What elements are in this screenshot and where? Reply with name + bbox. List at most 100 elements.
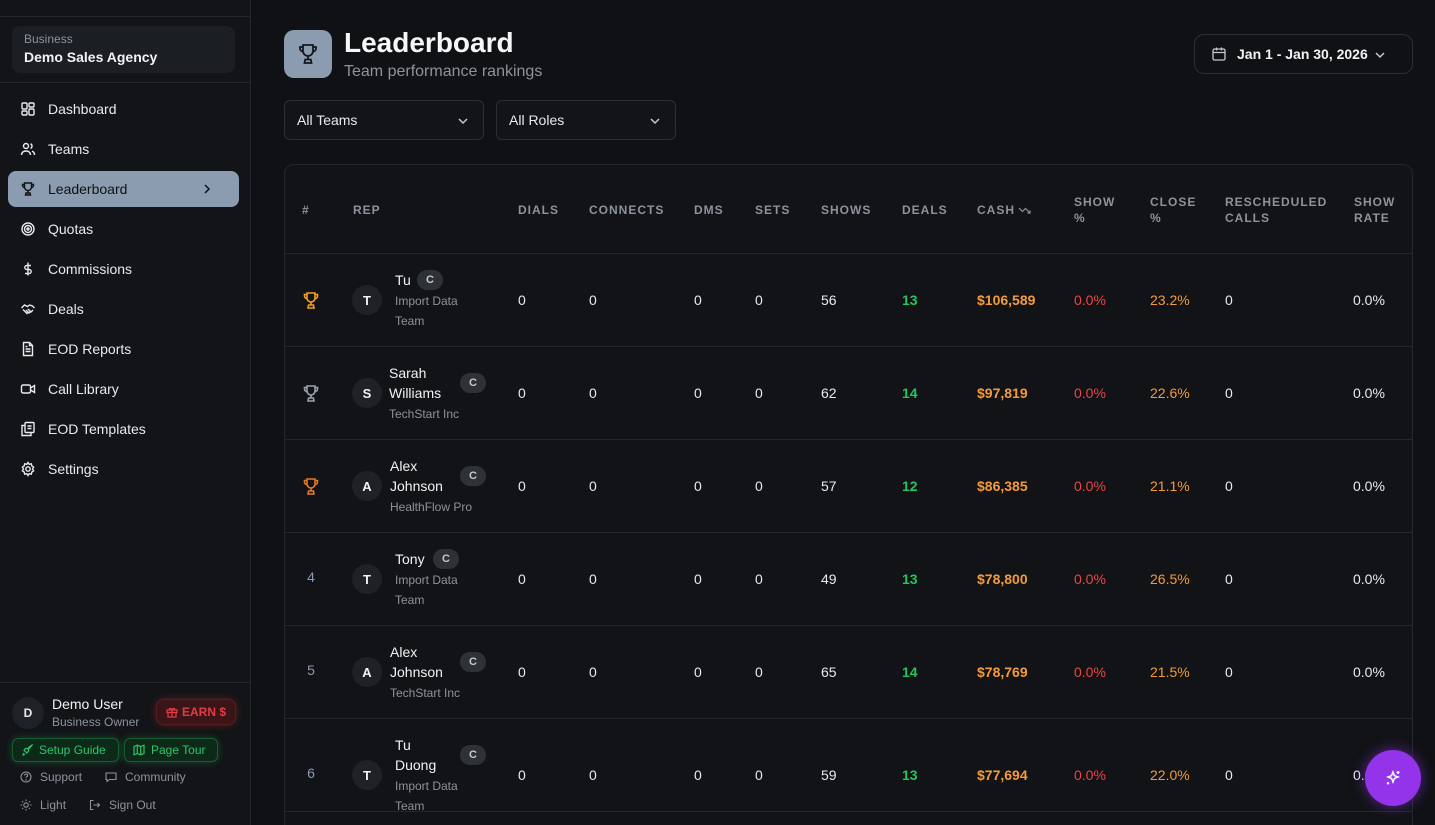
rep-name[interactable]: Alex xyxy=(390,458,418,474)
rep-team: Import Data xyxy=(395,294,458,308)
page-tour-label: Page Tour xyxy=(151,743,206,757)
cash-value: $78,800 xyxy=(977,571,1028,587)
sidebar-item-settings[interactable]: Settings xyxy=(8,451,239,487)
business-switcher[interactable]: Business Demo Sales Agency xyxy=(12,26,235,73)
col-dms[interactable]: DMS xyxy=(694,203,724,217)
sidebar-item-commissions[interactable]: Commissions xyxy=(8,251,239,287)
support-link[interactable]: Support xyxy=(20,770,82,784)
deals-value: 14 xyxy=(902,385,918,401)
setup-guide-label: Setup Guide xyxy=(39,743,106,757)
rep-name-line2[interactable]: Johnson xyxy=(390,478,443,494)
sidebar-item-call-library[interactable]: Call Library xyxy=(8,371,239,407)
col-shows[interactable]: SHOWS xyxy=(821,203,872,217)
date-range-picker[interactable]: Jan 1 - Jan 30, 2026 xyxy=(1194,34,1413,74)
video-icon xyxy=(20,384,36,394)
role-filter-select[interactable]: All Roles xyxy=(496,100,676,140)
sidebar-item-quotas[interactable]: Quotas xyxy=(8,211,239,247)
show-rate-value: 0.0% xyxy=(1353,664,1385,680)
connects-value: 0 xyxy=(589,385,597,401)
col-sets[interactable]: SETS xyxy=(755,203,791,217)
rep-team: Team xyxy=(395,314,425,328)
sidebar-item-label: Leaderboard xyxy=(48,181,128,197)
trophy-icon xyxy=(299,44,317,64)
col-cash[interactable]: CASH xyxy=(977,202,1032,218)
sign-out-link[interactable]: Sign Out xyxy=(89,798,156,812)
bronze-trophy-icon xyxy=(303,478,319,495)
community-link[interactable]: Community xyxy=(105,770,186,784)
copy-icon xyxy=(21,421,35,437)
dials-value: 0 xyxy=(518,664,526,680)
rep-team: HealthFlow Pro xyxy=(390,500,473,514)
sidebar-item-leaderboard[interactable]: Leaderboard xyxy=(8,171,239,207)
rep-team: Team xyxy=(395,799,425,813)
user-role: Business Owner xyxy=(52,715,140,729)
col-close-pct[interactable]: CLOSE % xyxy=(1150,194,1196,226)
avatar: D xyxy=(12,697,44,729)
rep-name[interactable]: Tony xyxy=(395,551,425,567)
shows-value: 59 xyxy=(821,767,837,783)
rep-name-line2[interactable]: Duong xyxy=(395,757,437,773)
page-subtitle: Team performance rankings xyxy=(344,63,543,80)
table-row[interactable]: S Sarah Williams C TechStart Inc 0 0 0 0… xyxy=(285,347,1412,440)
rank-number: 5 xyxy=(307,662,315,678)
col-show-pct-line2: % xyxy=(1074,211,1086,225)
table-row[interactable]: 6 T Tu Duong C Import Data Team 0 0 0 0 … xyxy=(285,719,1412,813)
sidebar-item-deals[interactable]: Deals xyxy=(8,291,239,327)
rep-name[interactable]: Sarah xyxy=(389,365,427,381)
page-tour-button[interactable]: Page Tour xyxy=(124,738,218,762)
sidebar-item-eod-reports[interactable]: EOD Reports xyxy=(8,331,239,367)
sets-value: 0 xyxy=(755,478,763,494)
dials-value: 0 xyxy=(518,385,526,401)
user-profile[interactable]: D Demo User Business Owner xyxy=(12,696,139,730)
earn-button[interactable]: EARN $ xyxy=(156,699,236,725)
show-rate-value: 0.0% xyxy=(1353,571,1385,587)
logout-icon xyxy=(89,799,101,811)
connects-value: 0 xyxy=(589,571,597,587)
sets-value: 0 xyxy=(755,385,763,401)
sidebar-item-teams[interactable]: Teams xyxy=(8,131,239,167)
deals-value: 14 xyxy=(902,664,918,680)
rescheduled-value: 0 xyxy=(1225,292,1233,308)
col-show-rate[interactable]: SHOW RATE xyxy=(1354,194,1395,226)
help-icon xyxy=(20,771,32,783)
cash-value: $97,819 xyxy=(977,385,1028,401)
rep-name-line2[interactable]: Johnson xyxy=(390,664,443,680)
theme-toggle[interactable]: Light xyxy=(20,798,66,812)
table-row[interactable]: 5 A Alex Johnson C TechStart Inc 0 0 0 0… xyxy=(285,626,1412,719)
sidebar-item-eod-templates[interactable]: EOD Templates xyxy=(8,411,239,447)
table-row[interactable]: A Alex Johnson C HealthFlow Pro 0 0 0 0 … xyxy=(285,440,1412,533)
show-pct-value: 0.0% xyxy=(1074,664,1106,680)
divider xyxy=(0,16,251,17)
rep-name[interactable]: Tu xyxy=(395,737,411,753)
role-badge: C xyxy=(417,270,443,290)
role-badge: C xyxy=(460,373,486,393)
col-show-pct[interactable]: SHOW % xyxy=(1074,194,1115,226)
rescheduled-value: 0 xyxy=(1225,664,1233,680)
table-row[interactable]: 4 T Tony C Import Data Team 0 0 0 0 49 1… xyxy=(285,533,1412,626)
sidebar-item-label: Quotas xyxy=(48,221,94,237)
cash-value: $106,589 xyxy=(977,292,1036,308)
show-rate-value: 0.0% xyxy=(1353,478,1385,494)
team-filter-select[interactable]: All Teams xyxy=(284,100,484,140)
col-rescheduled-calls[interactable]: RESCHEDULED CALLS xyxy=(1225,194,1327,226)
ai-assistant-button[interactable] xyxy=(1365,750,1421,806)
show-pct-value: 0.0% xyxy=(1074,767,1106,783)
support-label: Support xyxy=(40,770,83,784)
col-dials[interactable]: DIALS xyxy=(518,203,559,217)
col-close-pct-line2: % xyxy=(1150,211,1162,225)
table-row[interactable]: T Tu C Import Data Team 0 0 0 0 56 13 $1… xyxy=(285,254,1412,347)
col-rep[interactable]: REP xyxy=(353,203,381,217)
col-deals[interactable]: DEALS xyxy=(902,203,948,217)
show-rate-value: 0.0% xyxy=(1353,385,1385,401)
rescheduled-value: 0 xyxy=(1225,571,1233,587)
dials-value: 0 xyxy=(518,571,526,587)
divider xyxy=(0,82,251,83)
col-connects[interactable]: CONNECTS xyxy=(589,203,665,217)
sidebar: Business Demo Sales Agency Dashboard Tea… xyxy=(0,0,251,825)
sidebar-item-dashboard[interactable]: Dashboard xyxy=(8,91,239,127)
setup-guide-button[interactable]: Setup Guide xyxy=(12,738,119,762)
rep-name-line2[interactable]: Williams xyxy=(389,385,442,401)
rep-name[interactable]: Tu xyxy=(395,272,411,288)
deals-value: 13 xyxy=(902,571,918,587)
rep-name[interactable]: Alex xyxy=(390,644,418,660)
